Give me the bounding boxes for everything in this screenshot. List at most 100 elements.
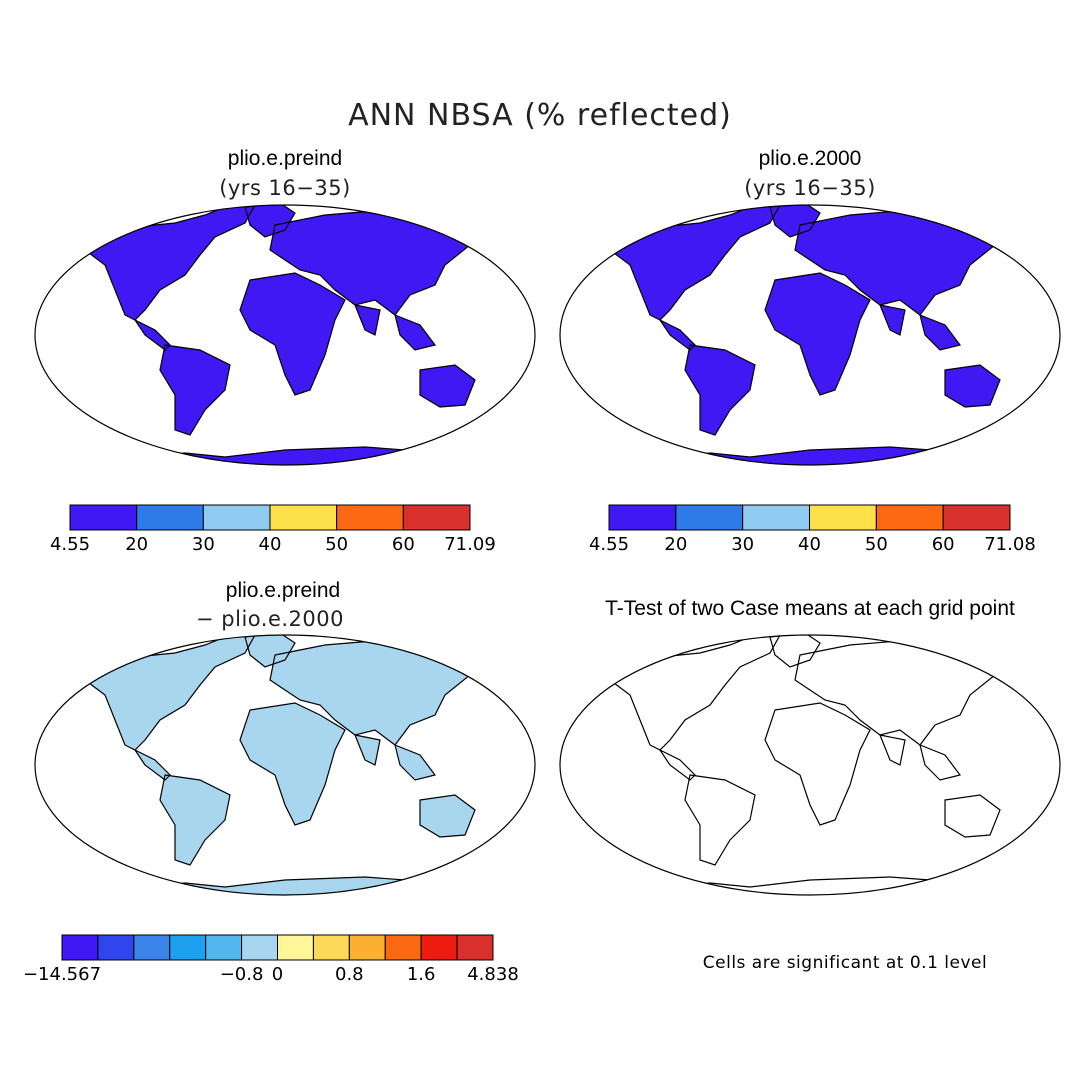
grid-cell (752, 835, 759, 841)
grid-cell (719, 312, 726, 318)
grid-cell (448, 411, 455, 417)
grid-cell (944, 462, 950, 465)
grid-cell (399, 352, 406, 358)
grid-cell (121, 374, 128, 380)
grid-cell (956, 474, 962, 479)
grid-cell (742, 763, 748, 769)
grid-cell (338, 320, 345, 326)
grid-cell (769, 699, 776, 705)
grid-cell (272, 357, 279, 363)
grid-cell (654, 454, 660, 460)
grid-cell (390, 455, 397, 461)
grid-cell (623, 893, 630, 895)
grid-cell (813, 467, 819, 472)
grid-cell (114, 865, 121, 871)
grid-cell (444, 874, 451, 880)
grid-cell (399, 796, 406, 802)
grid-cell (152, 205, 159, 207)
grid-cell (321, 413, 328, 419)
grid-cell (351, 339, 358, 344)
grid-cell (454, 647, 461, 653)
colorbar-swatch (136, 504, 204, 531)
grid-cell (916, 394, 923, 400)
grid-cell (239, 701, 245, 707)
grid-cell (101, 360, 108, 366)
grid-cell (126, 470, 132, 475)
grid-cell (1007, 800, 1010, 806)
grid-cell (457, 663, 464, 669)
grid-cell (767, 361, 774, 367)
grid-cell (189, 743, 196, 749)
grid-cell (103, 762, 109, 767)
grid-cell (652, 352, 659, 358)
grid-cell (96, 712, 103, 718)
grid-cell (224, 322, 231, 328)
grid-cell (149, 402, 156, 408)
grid-cell (886, 804, 893, 810)
grid-cell (921, 406, 928, 412)
grid-cell (223, 876, 230, 882)
grid-cell (457, 640, 464, 646)
grid-cell (735, 463, 741, 465)
grid-cell (950, 905, 956, 910)
grid-cell (285, 860, 291, 866)
grid-cell (373, 809, 380, 815)
grid-cell (412, 459, 419, 465)
grid-cell (694, 289, 701, 295)
grid-cell (250, 897, 256, 902)
grid-cell (910, 456, 917, 462)
grid-cell (474, 750, 481, 756)
grid-cell (743, 427, 750, 433)
grid-cell (224, 446, 231, 452)
grid-cell (143, 356, 150, 362)
grid-cell (859, 339, 865, 345)
grid-cell (218, 635, 225, 639)
grid-cell (935, 396, 942, 402)
grid-cell (996, 361, 1002, 367)
grid-cell (301, 830, 308, 836)
grid-cell (335, 867, 342, 873)
grid-cell (620, 374, 627, 379)
grid-cell (289, 415, 296, 421)
grid-cell (637, 326, 644, 331)
grid-cell (323, 856, 330, 862)
grid-cell (103, 880, 110, 885)
grid-cell (986, 842, 993, 848)
grid-cell (283, 859, 290, 865)
grid-cell (230, 257, 237, 263)
grid-cell (298, 832, 305, 838)
grid-cell (234, 837, 241, 843)
grid-cell (286, 698, 293, 704)
grid-cell (737, 899, 743, 904)
grid-cell (248, 795, 255, 801)
land-base (85, 635, 485, 895)
grid-cell (287, 899, 293, 904)
grid-cell (938, 800, 945, 805)
grid-cell (645, 642, 652, 648)
grid-cell (108, 734, 115, 740)
grid-cell (377, 754, 384, 760)
grid-cell (238, 861, 245, 866)
grid-cell (967, 227, 974, 233)
grid-cell (338, 430, 345, 436)
grid-cell (176, 746, 183, 752)
grid-cell (128, 205, 135, 206)
grid-cell (900, 860, 906, 865)
grid-cell (324, 795, 331, 801)
grid-cell (941, 791, 948, 797)
grid-cell (130, 859, 137, 865)
grid-cell (354, 331, 361, 337)
grid-cell (624, 808, 631, 814)
grid-cell (955, 210, 961, 216)
grid-cell (985, 446, 992, 452)
grid-cell (344, 425, 350, 431)
grid-cell (811, 839, 818, 845)
grid-cell (107, 218, 114, 224)
grid-cell (104, 294, 111, 300)
grid-cell (611, 746, 618, 752)
grid-cell (416, 403, 422, 409)
grid-cell (761, 329, 768, 335)
grid-cell (643, 341, 650, 346)
grid-cell (753, 234, 760, 240)
grid-cell (236, 261, 243, 267)
